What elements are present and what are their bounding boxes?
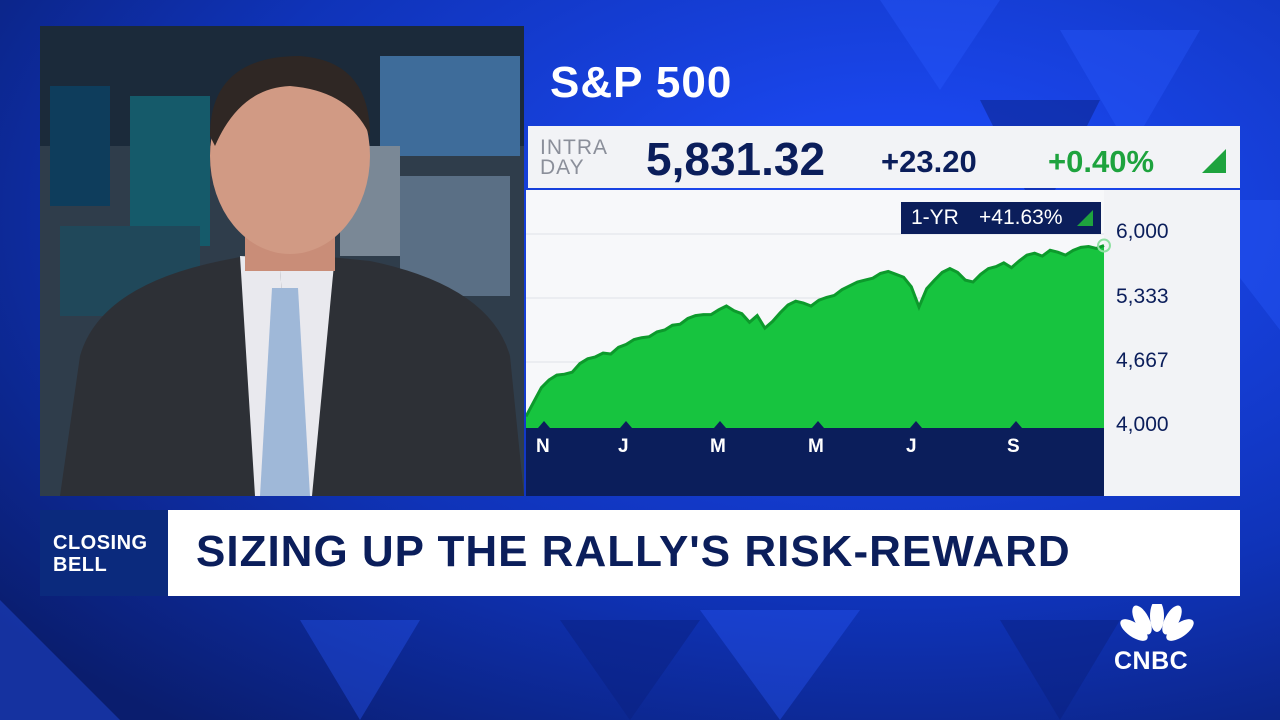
x-tick-marker bbox=[620, 421, 632, 428]
peacock-logo-icon bbox=[1120, 604, 1194, 641]
guest-video-feed bbox=[40, 26, 524, 496]
price-chart: 1-YR +41.63% 6,000 5,333 4,667 4,000 N J… bbox=[526, 190, 1240, 496]
x-tick-marker bbox=[910, 421, 922, 428]
session-label-line2: DAY bbox=[540, 156, 585, 179]
x-tick-label: N bbox=[536, 436, 550, 457]
x-tick-label: J bbox=[618, 436, 629, 457]
quote-bar: INTRA DAY 5,831.32 +23.20 +0.40% bbox=[528, 126, 1240, 188]
y-tick-label: 6,000 bbox=[1116, 220, 1169, 243]
x-tick-label: M bbox=[808, 436, 824, 457]
index-change-percent: +0.40% bbox=[1048, 144, 1155, 179]
price-chart-svg bbox=[526, 190, 1240, 496]
headline-bar: SIZING UP THE RALLY'S RISK-REWARD bbox=[168, 510, 1240, 596]
x-tick-label: M bbox=[710, 436, 726, 457]
ticker-title: S&P 500 bbox=[550, 58, 733, 107]
period-label: 1-YR bbox=[911, 206, 959, 229]
price-area bbox=[526, 245, 1104, 428]
y-tick-label: 5,333 bbox=[1116, 285, 1169, 308]
session-label-line1: INTRA bbox=[540, 136, 608, 159]
index-change: +23.20 bbox=[881, 144, 977, 179]
chart-axis-background bbox=[1104, 190, 1240, 496]
show-name-line1: CLOSING bbox=[53, 532, 148, 554]
up-arrow-icon bbox=[1077, 210, 1093, 226]
period-change: +41.63% bbox=[979, 206, 1063, 229]
session-label: INTRA DAY bbox=[540, 136, 608, 179]
x-axis-band bbox=[526, 428, 1104, 496]
guest-image bbox=[40, 26, 524, 496]
show-name-tag: CLOSING BELL bbox=[40, 510, 168, 596]
up-arrow-icon bbox=[1202, 149, 1226, 173]
x-tick-marker bbox=[812, 421, 824, 428]
last-price-marker bbox=[1097, 238, 1111, 253]
x-tick-label: S bbox=[1007, 436, 1020, 457]
period-badge: 1-YR +41.63% bbox=[901, 202, 1101, 234]
y-tick-label: 4,000 bbox=[1116, 413, 1169, 436]
x-tick-marker bbox=[538, 421, 550, 428]
price-line bbox=[526, 244, 1105, 418]
index-price: 5,831.32 bbox=[646, 133, 826, 185]
x-axis-markers bbox=[538, 421, 1022, 428]
y-tick-label: 4,667 bbox=[1116, 349, 1169, 372]
headline-text: SIZING UP THE RALLY'S RISK-REWARD bbox=[196, 527, 1071, 576]
x-tick-marker bbox=[714, 421, 726, 428]
network-logo-text: CNBC bbox=[1114, 647, 1189, 675]
x-tick-marker bbox=[1010, 421, 1022, 428]
x-tick-label: J bbox=[906, 436, 917, 457]
show-name-line2: BELL bbox=[53, 554, 108, 576]
